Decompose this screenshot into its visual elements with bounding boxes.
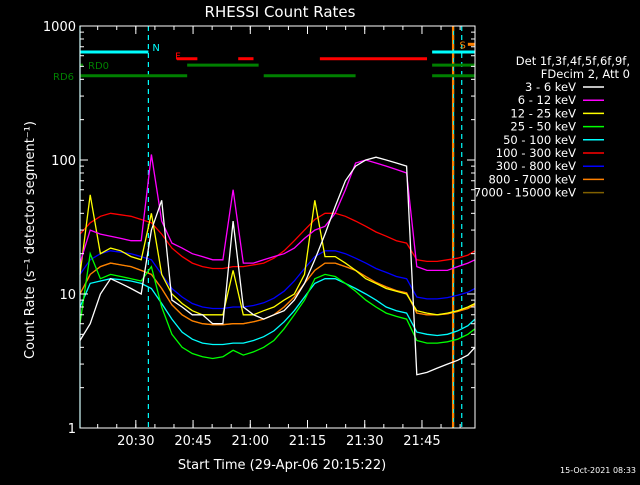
x-tick-label: 20:45: [174, 434, 211, 449]
y-axis-label: Count Rate (s⁻¹ detector segment⁻¹): [23, 121, 38, 359]
x-tick-label: 21:00: [232, 434, 269, 449]
state-bars: N F RD0 RD6 S: [53, 40, 475, 83]
state-bar-label: RD0: [88, 61, 109, 72]
y-axis-ticks: 1 10 100 1000: [43, 20, 475, 437]
legend-label: 300 - 800 keV: [496, 159, 576, 173]
x-axis-label: Start Time (29-Apr-06 20:15:22): [178, 458, 386, 473]
legend-label: 800 - 7000 keV: [488, 172, 576, 186]
legend-label: 50 - 100 keV: [503, 133, 576, 147]
series-lines: [79, 154, 476, 376]
series-line: [79, 156, 476, 376]
legend-label: 7000 - 15000 keV: [474, 186, 576, 200]
series-line: [79, 154, 476, 272]
legend-label: 12 - 25 keV: [510, 106, 576, 120]
plot-frame: [79, 25, 476, 429]
series-line: [79, 278, 476, 346]
x-tick-label: 21:30: [346, 434, 383, 449]
timestamp: 15-Oct-2021 08:33: [560, 466, 636, 475]
y-tick-label: 1000: [43, 20, 76, 35]
legend-header: FDecim 2, Att 0: [541, 67, 630, 81]
legend: Det 1f,3f,4f,5f,6f,9f,FDecim 2, Att 03 -…: [474, 54, 630, 200]
legend-label: 6 - 12 keV: [518, 93, 576, 107]
x-tick-label: 21:15: [289, 434, 326, 449]
state-bar-label: F: [175, 52, 181, 63]
chart-title: RHESSI Count Rates: [205, 3, 356, 21]
x-tick-label: 21:45: [403, 434, 440, 449]
state-bar-label: N: [152, 43, 159, 54]
x-axis-ticks: 20:30 20:45 21:00 21:15 21:30 21:45: [97, 26, 461, 449]
vertical-markers: [79, 26, 463, 428]
legend-label: 100 - 300 keV: [496, 146, 576, 160]
state-bar-label: S: [459, 40, 465, 51]
legend-header: Det 1f,3f,4f,5f,6f,9f,: [516, 54, 630, 68]
legend-label: 25 - 50 keV: [510, 120, 576, 134]
series-line: [79, 251, 476, 360]
series-line: [79, 194, 476, 316]
y-tick-label: 1: [68, 422, 76, 437]
legend-label: 3 - 6 keV: [525, 80, 576, 94]
x-tick-label: 20:30: [117, 434, 154, 449]
y-tick-label: 100: [51, 154, 76, 169]
y-tick-label: 10: [59, 288, 76, 303]
state-bar-label: RD6: [53, 72, 74, 83]
